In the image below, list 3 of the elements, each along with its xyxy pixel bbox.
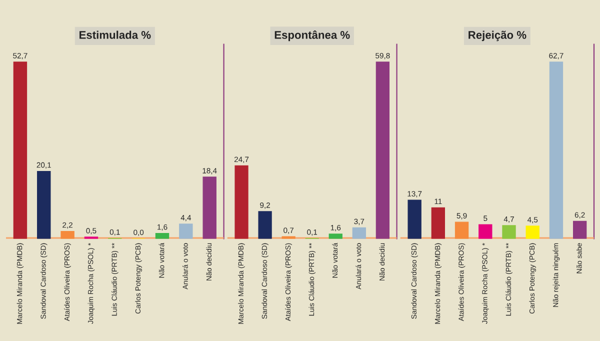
chart-title: Espontânea % xyxy=(274,30,350,42)
chart-title: Rejeição % xyxy=(468,30,526,42)
chart-title: Estimulada % xyxy=(80,30,151,39)
